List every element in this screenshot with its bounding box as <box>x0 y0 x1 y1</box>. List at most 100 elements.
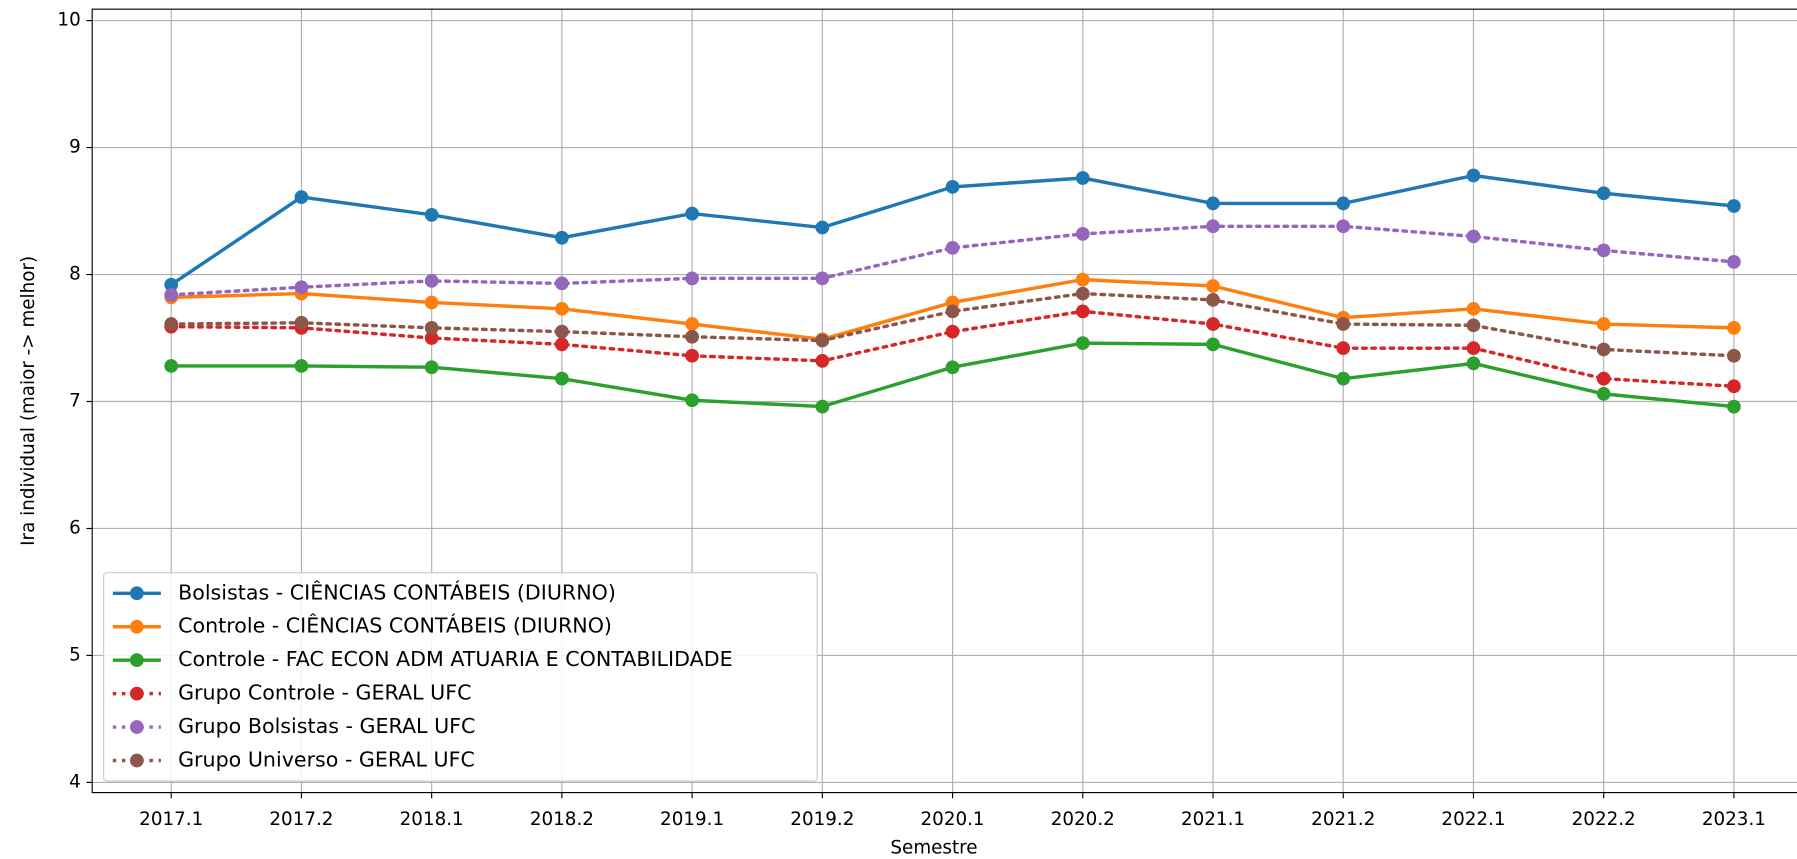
data-point <box>1466 356 1481 371</box>
data-point <box>1336 219 1351 234</box>
data-point <box>1596 371 1611 386</box>
data-point <box>945 304 960 319</box>
x-tick-label: 2020.2 <box>1051 809 1115 830</box>
y-tick-label: 8 <box>69 264 81 285</box>
data-point <box>294 359 309 373</box>
data-point <box>815 353 830 368</box>
legend-label: Controle - FAC ECON ADM ATUARIA E CONTAB… <box>178 647 733 671</box>
data-point <box>945 360 960 375</box>
data-point <box>555 301 569 316</box>
data-point <box>294 315 309 330</box>
data-point <box>555 324 569 339</box>
data-point <box>945 324 960 339</box>
data-point <box>1596 317 1611 331</box>
data-point <box>164 287 179 302</box>
data-point <box>1466 318 1481 333</box>
y-tick-label: 5 <box>69 644 81 665</box>
x-tick-label: 2021.1 <box>1181 809 1245 830</box>
data-point <box>1075 286 1090 301</box>
data-point <box>1727 320 1741 335</box>
data-point <box>424 274 439 288</box>
y-axis-label: Ira individual (maior -> melhor) <box>18 256 39 546</box>
data-point <box>945 180 960 194</box>
y-tick-label: 10 <box>57 10 80 31</box>
x-tick-label: 2021.2 <box>1311 809 1375 830</box>
x-tick-label: 2017.2 <box>269 809 333 830</box>
data-point <box>815 333 830 348</box>
data-point <box>815 271 830 286</box>
data-point <box>164 277 179 292</box>
data-point <box>1336 196 1351 211</box>
data-point <box>685 206 699 221</box>
data-point <box>1206 317 1220 331</box>
data-point <box>945 240 960 255</box>
data-point <box>1727 254 1741 269</box>
data-point <box>1075 227 1090 241</box>
data-point <box>1336 317 1351 331</box>
data-point <box>1206 219 1220 234</box>
legend-marker <box>129 720 144 734</box>
x-tick-label: 2023.1 <box>1702 809 1766 830</box>
data-point <box>294 280 309 295</box>
y-tick-label: 6 <box>69 517 81 538</box>
x-tick-label: 2019.2 <box>790 809 854 830</box>
legend: Bolsistas - CIÊNCIAS CONTÁBEIS (DIURNO) C… <box>103 572 818 782</box>
data-point <box>1596 342 1611 357</box>
data-point <box>555 276 569 291</box>
legend-label: Grupo Universo - GERAL UFC <box>178 748 475 772</box>
data-point <box>1075 336 1090 350</box>
legend-label: Bolsistas - CIÊNCIAS CONTÁBEIS (DIURNO) <box>178 579 616 604</box>
data-point <box>685 393 699 408</box>
y-tick-label: 9 <box>69 137 81 158</box>
data-point <box>1075 304 1090 319</box>
data-point <box>1596 186 1611 201</box>
data-point <box>164 317 179 331</box>
data-point <box>1466 229 1481 244</box>
data-point <box>424 295 439 310</box>
legend-box <box>103 572 818 782</box>
data-point <box>1466 301 1481 316</box>
data-point <box>815 220 830 235</box>
data-point <box>1466 341 1481 356</box>
data-point <box>164 359 179 373</box>
data-point <box>815 399 830 414</box>
data-point <box>1336 371 1351 386</box>
data-point <box>555 371 569 386</box>
data-point <box>1727 399 1741 414</box>
data-point <box>1727 379 1741 394</box>
x-tick-label: 2020.1 <box>921 809 985 830</box>
data-point <box>1206 196 1220 211</box>
y-tick-label: 7 <box>69 391 81 412</box>
data-point <box>294 190 309 204</box>
data-point <box>555 337 569 352</box>
legend-marker <box>129 619 144 634</box>
legend-label: Grupo Controle - GERAL UFC <box>178 681 471 705</box>
data-point <box>1075 171 1090 185</box>
data-point <box>1727 348 1741 363</box>
data-point <box>424 331 439 345</box>
data-point <box>685 329 699 344</box>
data-point <box>1336 341 1351 356</box>
legend-label: Grupo Bolsistas - GERAL UFC <box>178 714 475 738</box>
legend-marker <box>129 753 144 768</box>
legend-marker <box>129 653 144 668</box>
data-point <box>685 271 699 286</box>
data-point <box>1206 279 1220 293</box>
data-point <box>685 317 699 331</box>
data-point <box>1466 168 1481 183</box>
data-point <box>424 320 439 335</box>
data-point <box>1206 337 1220 352</box>
x-axis-label: Semestre <box>890 838 977 859</box>
data-point <box>555 230 569 245</box>
data-point <box>424 207 439 222</box>
legend-marker <box>129 586 144 601</box>
data-point <box>1596 243 1611 258</box>
x-tick-label: 2018.1 <box>400 809 464 830</box>
data-point <box>1075 272 1090 287</box>
x-tick-label: 2018.2 <box>530 809 594 830</box>
x-tick-label: 2022.1 <box>1441 809 1505 830</box>
x-tick-label: 2017.1 <box>139 809 203 830</box>
data-point <box>1206 293 1220 307</box>
x-tick-label: 2022.2 <box>1572 809 1636 830</box>
